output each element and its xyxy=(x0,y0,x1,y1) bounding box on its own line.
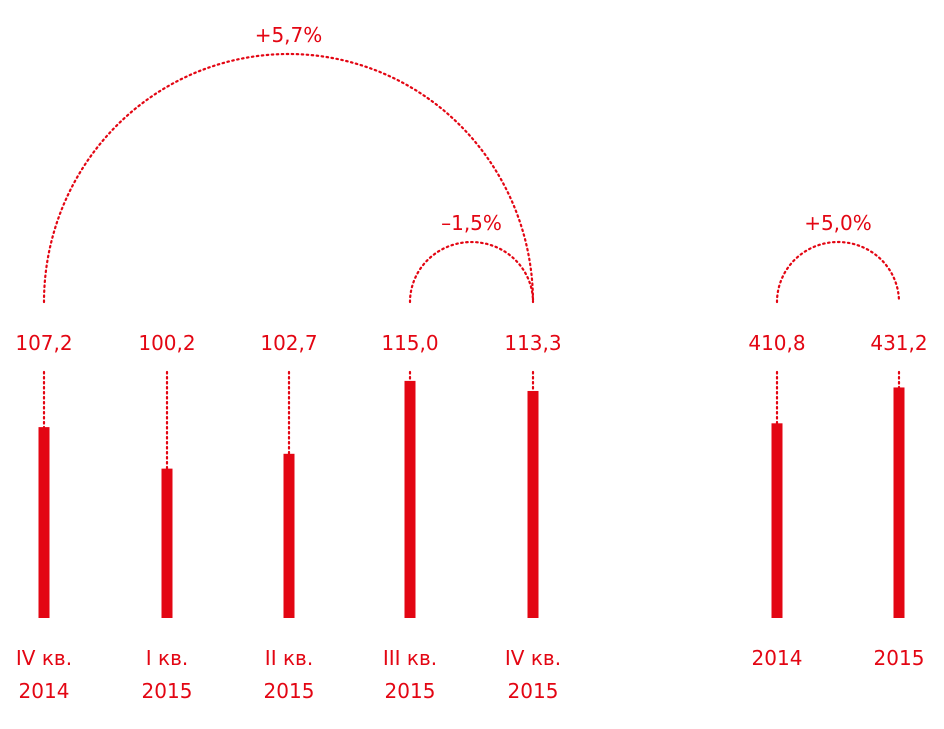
value-label-g0-3: 115,0 xyxy=(381,331,438,355)
category-label-g0-2: II кв. xyxy=(265,646,313,670)
bar-g0-2 xyxy=(283,453,295,618)
category-label-g0-0: IV кв. xyxy=(16,646,72,670)
category-label-g0-3: III кв. xyxy=(383,646,437,670)
category-label-g1-0: 2014 xyxy=(752,646,803,670)
change-arc-2 xyxy=(775,240,901,304)
category-label-g0-1: I кв. xyxy=(146,646,188,670)
change-arc-1 xyxy=(408,240,535,304)
category-year-g0-1: 2015 xyxy=(142,679,193,703)
bar-g1-0 xyxy=(771,423,783,618)
category-year-g0-3: 2015 xyxy=(385,679,436,703)
value-label-g0-2: 102,7 xyxy=(260,331,317,355)
category-label-g0-4: IV кв. xyxy=(505,646,561,670)
change-arc-0 xyxy=(42,52,535,304)
value-label-g1-0: 410,8 xyxy=(748,331,805,355)
bar-g0-4 xyxy=(527,390,539,618)
category-year-g0-2: 2015 xyxy=(264,679,315,703)
change-label-1: –1,5% xyxy=(441,211,502,235)
value-label-g1-1: 431,2 xyxy=(870,331,927,355)
bar-g0-3 xyxy=(404,380,416,618)
bar-g0-1 xyxy=(161,468,173,618)
category-year-g0-0: 2014 xyxy=(19,679,70,703)
value-label-g0-4: 113,3 xyxy=(504,331,561,355)
change-label-2: +5,0% xyxy=(804,211,872,235)
category-year-g0-4: 2015 xyxy=(508,679,559,703)
change-label-0: +5,7% xyxy=(255,23,323,47)
category-label-g1-1: 2015 xyxy=(874,646,925,670)
value-label-g0-1: 100,2 xyxy=(138,331,195,355)
value-label-g0-0: 107,2 xyxy=(15,331,72,355)
bar-g0-0 xyxy=(38,427,50,618)
bar-g1-1 xyxy=(893,387,905,618)
